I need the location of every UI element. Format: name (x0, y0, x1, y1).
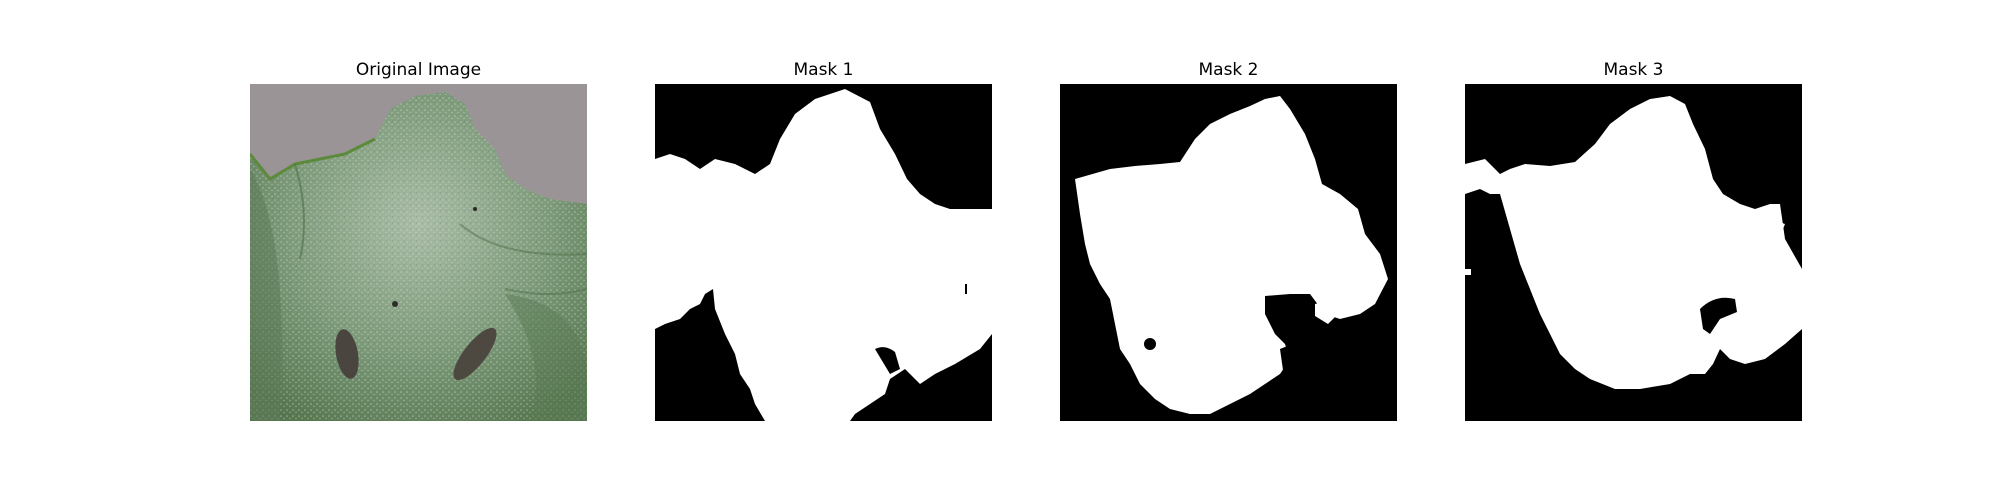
mask-2-panel: Mask 2 (1060, 0, 1397, 500)
panel-title: Mask 1 (793, 60, 854, 80)
mask-2-image (1060, 84, 1397, 421)
mask-1-image (655, 84, 992, 421)
mask-1-panel: Mask 1 (655, 0, 992, 500)
original-image-panel: Original Image (250, 0, 587, 500)
leaf-photo (250, 84, 587, 421)
panel-title: Original Image (355, 60, 482, 80)
mask-3-panel: Mask 3 (1465, 0, 1802, 500)
mask-3-image (1465, 84, 1802, 421)
panel-title: Mask 3 (1603, 60, 1664, 80)
panel-title: Mask 2 (1198, 60, 1259, 80)
